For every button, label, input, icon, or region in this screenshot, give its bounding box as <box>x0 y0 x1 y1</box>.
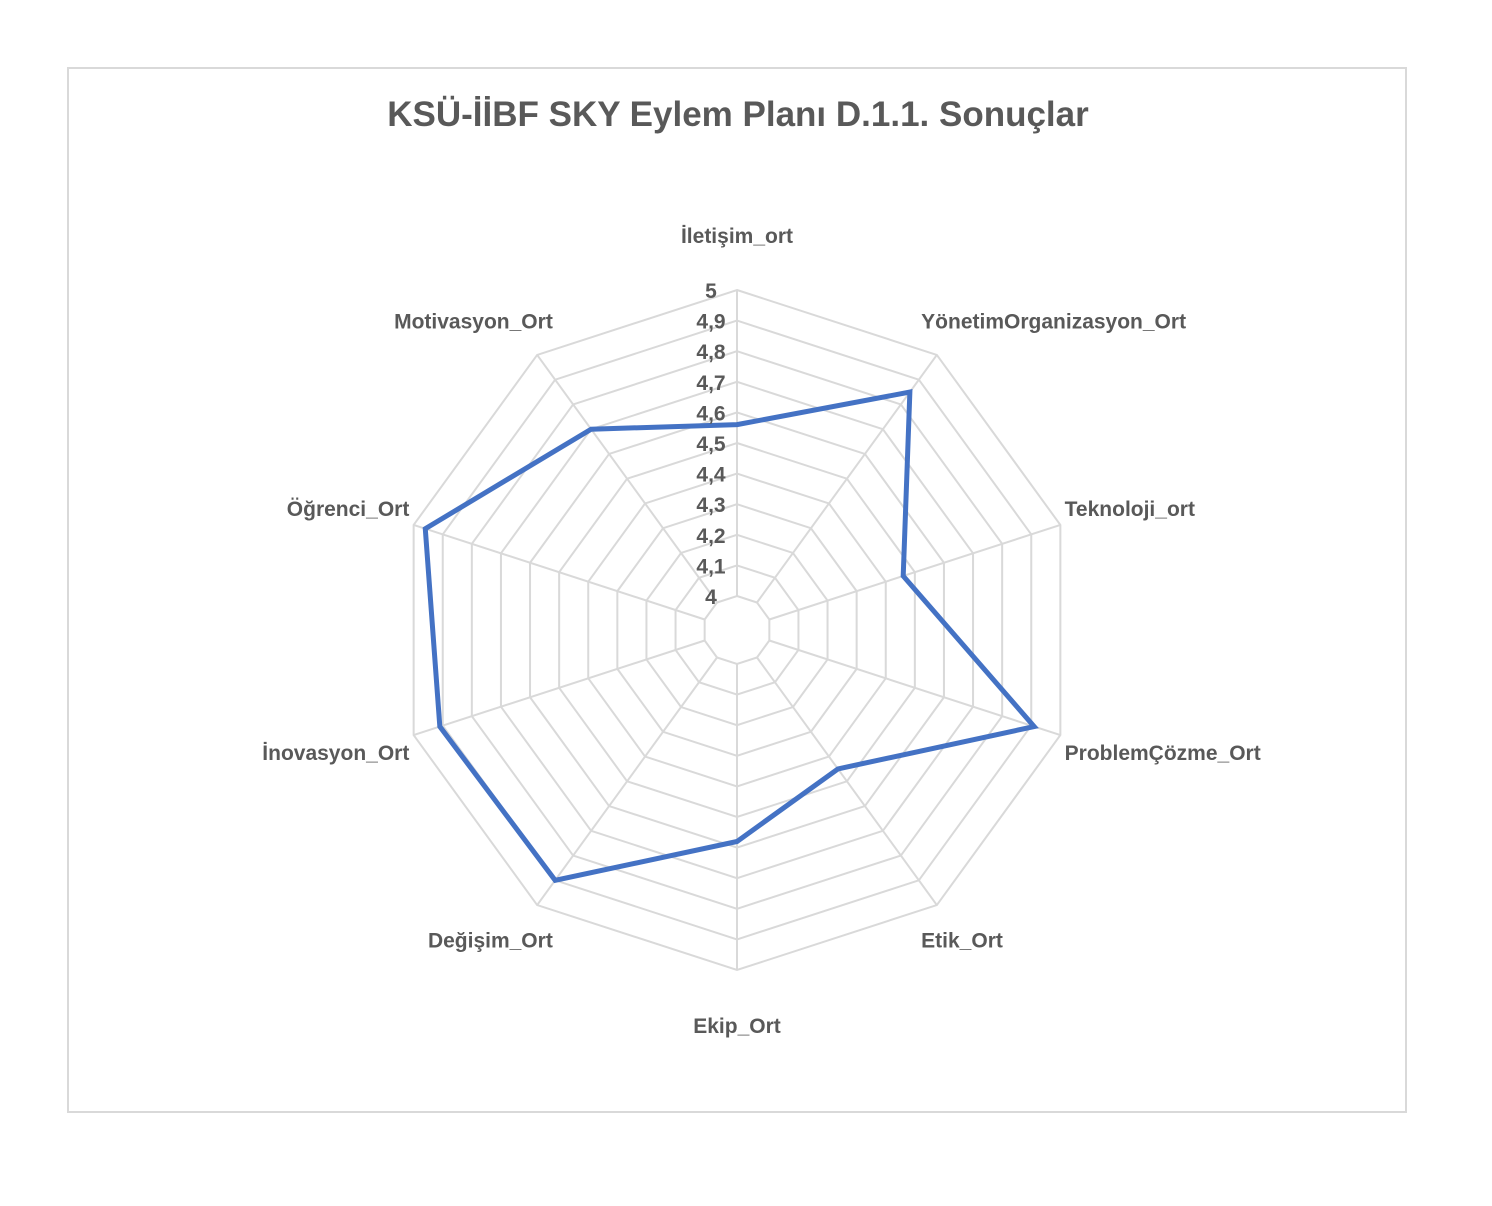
category-label: ProblemÇözme_Ort <box>1065 742 1261 765</box>
category-label: Motivasyon_Ort <box>394 310 553 333</box>
tick-label: 4,4 <box>696 464 726 487</box>
category-label: İnovasyon_Ort <box>262 742 409 765</box>
grid-spoke <box>756 656 938 906</box>
category-label: İletişim_ort <box>681 225 793 248</box>
radial-tick-labels: 4 4,1 4,2 4,3 4,4 4,5 4,6 4,7 4,8 4,9 5 <box>696 280 726 609</box>
grid-spoke <box>413 639 705 737</box>
tick-label: 4,9 <box>696 311 725 334</box>
tick-label: 4,8 <box>696 341 726 364</box>
radar-grid <box>412 288 1062 972</box>
grid-spoke <box>536 354 718 604</box>
series-line <box>422 389 1039 884</box>
tick-label: 4,5 <box>696 433 726 456</box>
tick-label: 5 <box>705 280 717 303</box>
radar-series <box>422 389 1039 884</box>
tick-label: 4,3 <box>696 494 725 517</box>
tick-label: 4,7 <box>696 372 725 395</box>
tick-label: 4,1 <box>696 555 726 578</box>
tick-label: 4,6 <box>696 402 725 425</box>
category-label: Teknoloji_ort <box>1065 498 1195 521</box>
grid-spoke <box>756 354 938 604</box>
category-label: Değişim_Ort <box>428 930 553 953</box>
chart-title: KSÜ-İİBF SKY Eylem Planı D.1.1. Sonuçlar <box>387 95 1089 134</box>
grid-spoke <box>769 523 1061 621</box>
grid-spoke <box>413 523 705 621</box>
category-label: YönetimOrganizasyon_Ort <box>921 310 1186 333</box>
category-label: Öğrenci_Ort <box>287 498 410 521</box>
category-labels: İletişim_ort YönetimOrganizasyon_Ort Tekno… <box>262 225 1260 1038</box>
tick-label: 4,2 <box>696 525 725 548</box>
grid-spoke <box>536 656 718 906</box>
category-label: Etik_Ort <box>921 930 1003 953</box>
grid-spoke <box>769 639 1061 737</box>
category-label: Ekip_Ort <box>693 1015 781 1038</box>
tick-label: 4 <box>705 586 717 609</box>
